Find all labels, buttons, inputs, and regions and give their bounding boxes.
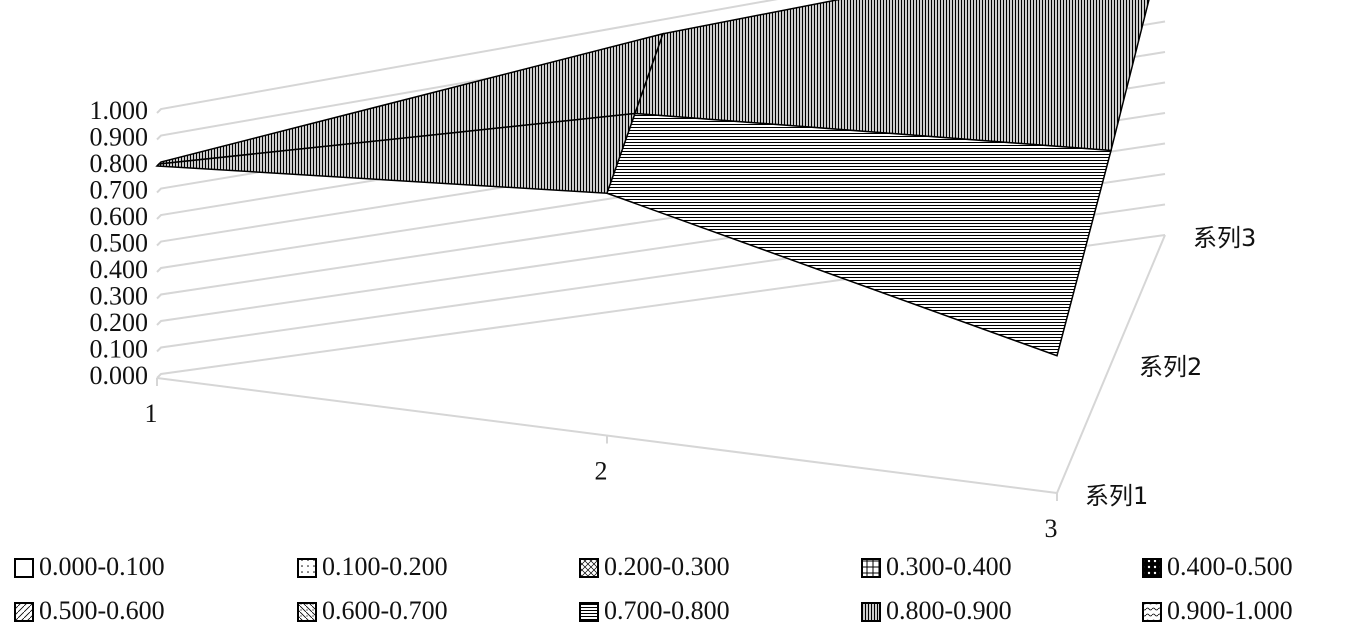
legend-swatch <box>579 602 599 622</box>
legend-label: 0.600-0.700 <box>322 596 448 625</box>
y-tick-label: 0.000 <box>90 361 149 390</box>
legend-label: 0.900-1.000 <box>1167 596 1293 625</box>
y-tick-label: 0.100 <box>90 334 149 363</box>
grid-line <box>156 234 1166 379</box>
series-label: 系列3 <box>1193 224 1256 252</box>
legend-label: 0.000-0.100 <box>39 552 165 581</box>
legend-swatch <box>861 558 881 578</box>
y-tick-label: 0.400 <box>90 255 149 284</box>
x-tick-label: 1 <box>145 399 158 428</box>
legend-swatch <box>14 558 34 578</box>
surface-patch <box>606 112 1112 357</box>
legend-swatch <box>1142 602 1162 622</box>
legend-label: 0.200-0.300 <box>604 552 730 581</box>
x-tick-label: 3 <box>1045 514 1058 543</box>
x-tick-label: 2 <box>595 456 608 485</box>
series-label: 系列1 <box>1085 482 1148 510</box>
y-tick-label: 0.800 <box>90 149 149 178</box>
legend-swatch <box>14 602 34 622</box>
legend-swatch <box>1142 558 1162 578</box>
y-tick-label: 0.700 <box>90 175 149 204</box>
legend-label: 0.500-0.600 <box>39 596 165 625</box>
legend-swatch <box>579 558 599 578</box>
legend-label: 0.300-0.400 <box>886 552 1012 581</box>
grid-line <box>156 0 779 114</box>
y-tick-label: 1.000 <box>90 96 149 125</box>
legend-label: 0.800-0.900 <box>886 596 1012 625</box>
legend-label: 0.400-0.500 <box>1167 552 1293 581</box>
legend-label: 0.700-0.800 <box>604 596 730 625</box>
legend-swatch <box>297 558 317 578</box>
y-tick-label: 0.600 <box>90 202 149 231</box>
series-label: 系列2 <box>1139 353 1202 381</box>
y-tick-label: 0.200 <box>90 308 149 337</box>
y-tick-label: 0.500 <box>90 228 149 257</box>
legend-swatch <box>861 602 881 622</box>
y-tick-label: 0.900 <box>90 122 149 151</box>
legend-label: 0.100-0.200 <box>322 552 448 581</box>
legend-swatch <box>297 602 317 622</box>
y-tick-label: 0.300 <box>90 281 149 310</box>
